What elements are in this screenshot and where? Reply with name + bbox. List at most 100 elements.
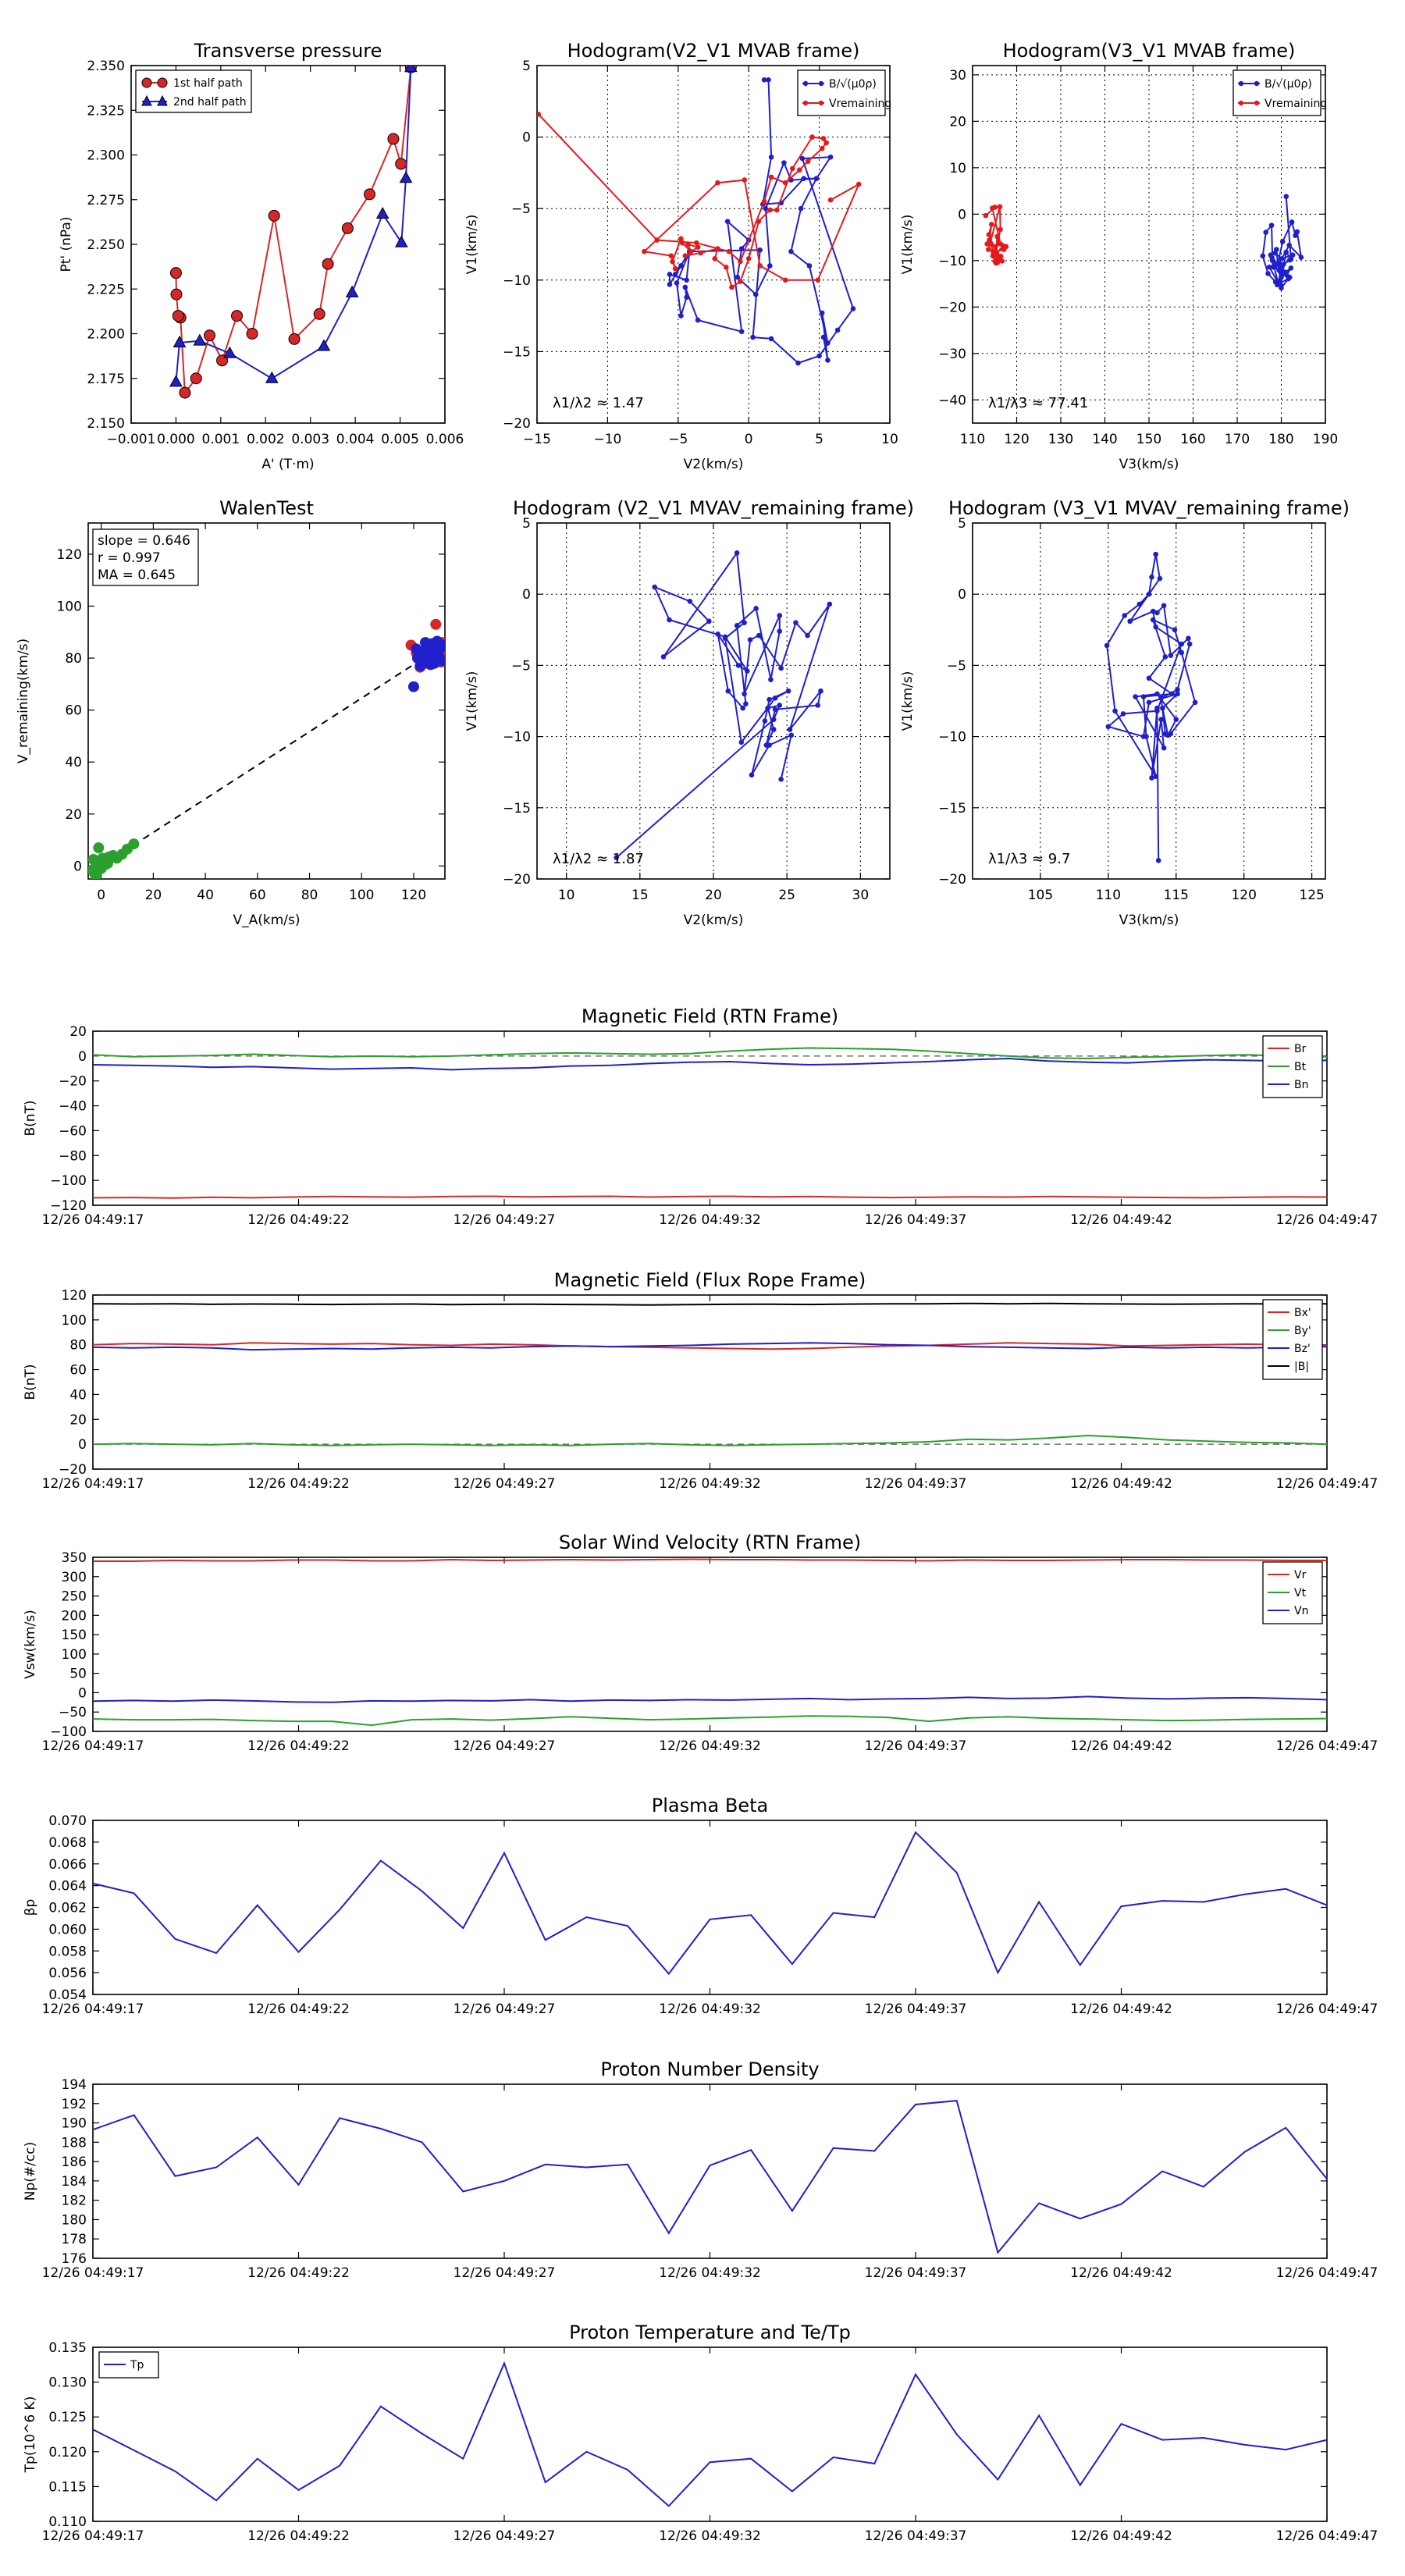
fit-info-line: slope = 0.646 bbox=[98, 533, 190, 549]
series-1 bbox=[407, 635, 445, 692]
x-tick-label: 12/26 04:49:42 bbox=[1070, 1212, 1172, 1228]
y-tick-label: 0.120 bbox=[48, 2445, 87, 2460]
data-point bbox=[827, 154, 834, 160]
x-tick-label: 12/26 04:49:32 bbox=[659, 1738, 761, 1754]
data-point bbox=[668, 253, 674, 258]
data-point bbox=[796, 167, 802, 173]
series-line-2 bbox=[92, 1695, 1328, 1703]
x-tick-label: 12/26 04:49:37 bbox=[865, 2528, 967, 2544]
x-tick-label: 5 bbox=[815, 432, 823, 447]
data-point bbox=[1158, 696, 1164, 701]
legend-marker bbox=[1238, 100, 1244, 106]
series-0 bbox=[667, 77, 856, 366]
data-point bbox=[983, 212, 989, 219]
legend-label: 1st half path bbox=[173, 77, 243, 90]
data-point bbox=[102, 858, 114, 870]
y-tick-label: 2.225 bbox=[87, 282, 125, 297]
chart-title: Proton Number Density bbox=[600, 2058, 819, 2080]
x-tick-label: 12/26 04:49:47 bbox=[1276, 1212, 1378, 1228]
data-point bbox=[674, 280, 680, 286]
x-tick-label: 0.004 bbox=[336, 432, 375, 447]
data-point bbox=[815, 703, 821, 708]
data-point bbox=[990, 253, 996, 259]
legend-label: Vremaining bbox=[829, 98, 891, 110]
data-point bbox=[1000, 243, 1006, 249]
data-point bbox=[806, 263, 813, 269]
y-tick-label: −20 bbox=[59, 1074, 87, 1090]
data-point bbox=[761, 77, 767, 83]
data-point bbox=[1153, 624, 1158, 630]
data-point bbox=[222, 346, 237, 358]
data-point bbox=[678, 263, 684, 269]
data-point bbox=[268, 209, 280, 222]
data-point bbox=[768, 677, 774, 682]
data-point bbox=[785, 688, 791, 694]
series-line-0 bbox=[92, 2100, 1328, 2254]
y-tick-label: 250 bbox=[62, 1589, 87, 1605]
x-tick-label: 190 bbox=[1313, 432, 1338, 447]
data-point bbox=[1150, 617, 1156, 623]
y-tick-label: 180 bbox=[62, 2212, 87, 2228]
y-axis-label: B(nT) bbox=[23, 1100, 38, 1136]
y-tick-label: 5 bbox=[522, 59, 531, 74]
data-point bbox=[1283, 249, 1289, 255]
data-point bbox=[685, 241, 691, 247]
data-point bbox=[1260, 253, 1266, 259]
x-tick-label: 12/26 04:49:32 bbox=[659, 1212, 761, 1228]
y-tick-label: −40 bbox=[59, 1099, 87, 1115]
plot-area bbox=[88, 618, 445, 879]
plot-frame bbox=[92, 1030, 1328, 1206]
x-tick-label: 12/26 04:49:47 bbox=[1276, 2001, 1378, 2017]
data-point bbox=[169, 375, 183, 387]
y-tick-label: 184 bbox=[62, 2174, 87, 2190]
chart-title: Hodogram(V2_V1 MVAB frame) bbox=[567, 40, 860, 62]
y-tick-label: 100 bbox=[62, 1313, 87, 1329]
x-tick-label: 10 bbox=[558, 888, 575, 903]
data-point bbox=[757, 247, 763, 253]
data-point bbox=[345, 285, 359, 297]
y-tick-label: 80 bbox=[65, 651, 82, 667]
y-tick-label: 0.054 bbox=[48, 1987, 87, 2003]
series-line-1 bbox=[92, 1434, 1328, 1446]
data-point bbox=[1173, 717, 1179, 723]
y-tick-label: 2.250 bbox=[87, 237, 125, 253]
legend-label: 2nd half path bbox=[173, 96, 247, 109]
data-point bbox=[394, 235, 408, 247]
data-point bbox=[1279, 239, 1286, 244]
y-tick-label: 150 bbox=[62, 1628, 87, 1643]
data-point bbox=[1273, 247, 1279, 252]
y-axis-label: βp bbox=[23, 1899, 38, 1916]
y-tick-label: 0 bbox=[522, 130, 531, 146]
data-point bbox=[404, 66, 418, 73]
legend-label: Vt bbox=[1294, 1587, 1307, 1599]
y-tick-label: 30 bbox=[949, 68, 966, 84]
chart-title: WalenTest bbox=[219, 497, 314, 519]
data-point bbox=[1154, 708, 1160, 714]
data-point bbox=[436, 655, 445, 667]
chart-hodo2: Hodogram(V3_V1 MVAB frame) 110 120 130 140 15… bbox=[900, 40, 1338, 472]
data-point bbox=[1149, 775, 1154, 781]
plot-frame bbox=[536, 65, 891, 424]
x-tick-label: 110 bbox=[960, 432, 985, 447]
legend-label: Bt bbox=[1294, 1061, 1307, 1073]
x-tick-label: 100 bbox=[349, 888, 374, 903]
chart-hodo3: Hodogram (V2_V1 MVAV_remaining frame) 10 1… bbox=[464, 497, 914, 928]
data-point bbox=[1112, 708, 1118, 714]
x-tick-label: 0.002 bbox=[247, 432, 285, 447]
data-point bbox=[818, 688, 823, 694]
x-tick-label: 120 bbox=[1231, 888, 1256, 903]
data-point bbox=[787, 727, 793, 732]
y-tick-label: 0 bbox=[958, 207, 966, 222]
data-point bbox=[1289, 252, 1296, 258]
data-point bbox=[1283, 194, 1289, 200]
y-tick-label: 0.064 bbox=[48, 1879, 87, 1895]
data-point bbox=[777, 703, 783, 708]
data-point bbox=[1168, 653, 1174, 658]
y-tick-label: 300 bbox=[62, 1570, 87, 1585]
x-tick-label: 12/26 04:49:42 bbox=[1070, 1738, 1172, 1754]
data-point bbox=[1140, 694, 1147, 699]
legend-box bbox=[797, 69, 886, 116]
data-point bbox=[313, 308, 325, 320]
y-axis-label: B(nT) bbox=[23, 1364, 38, 1400]
data-point bbox=[778, 777, 784, 782]
